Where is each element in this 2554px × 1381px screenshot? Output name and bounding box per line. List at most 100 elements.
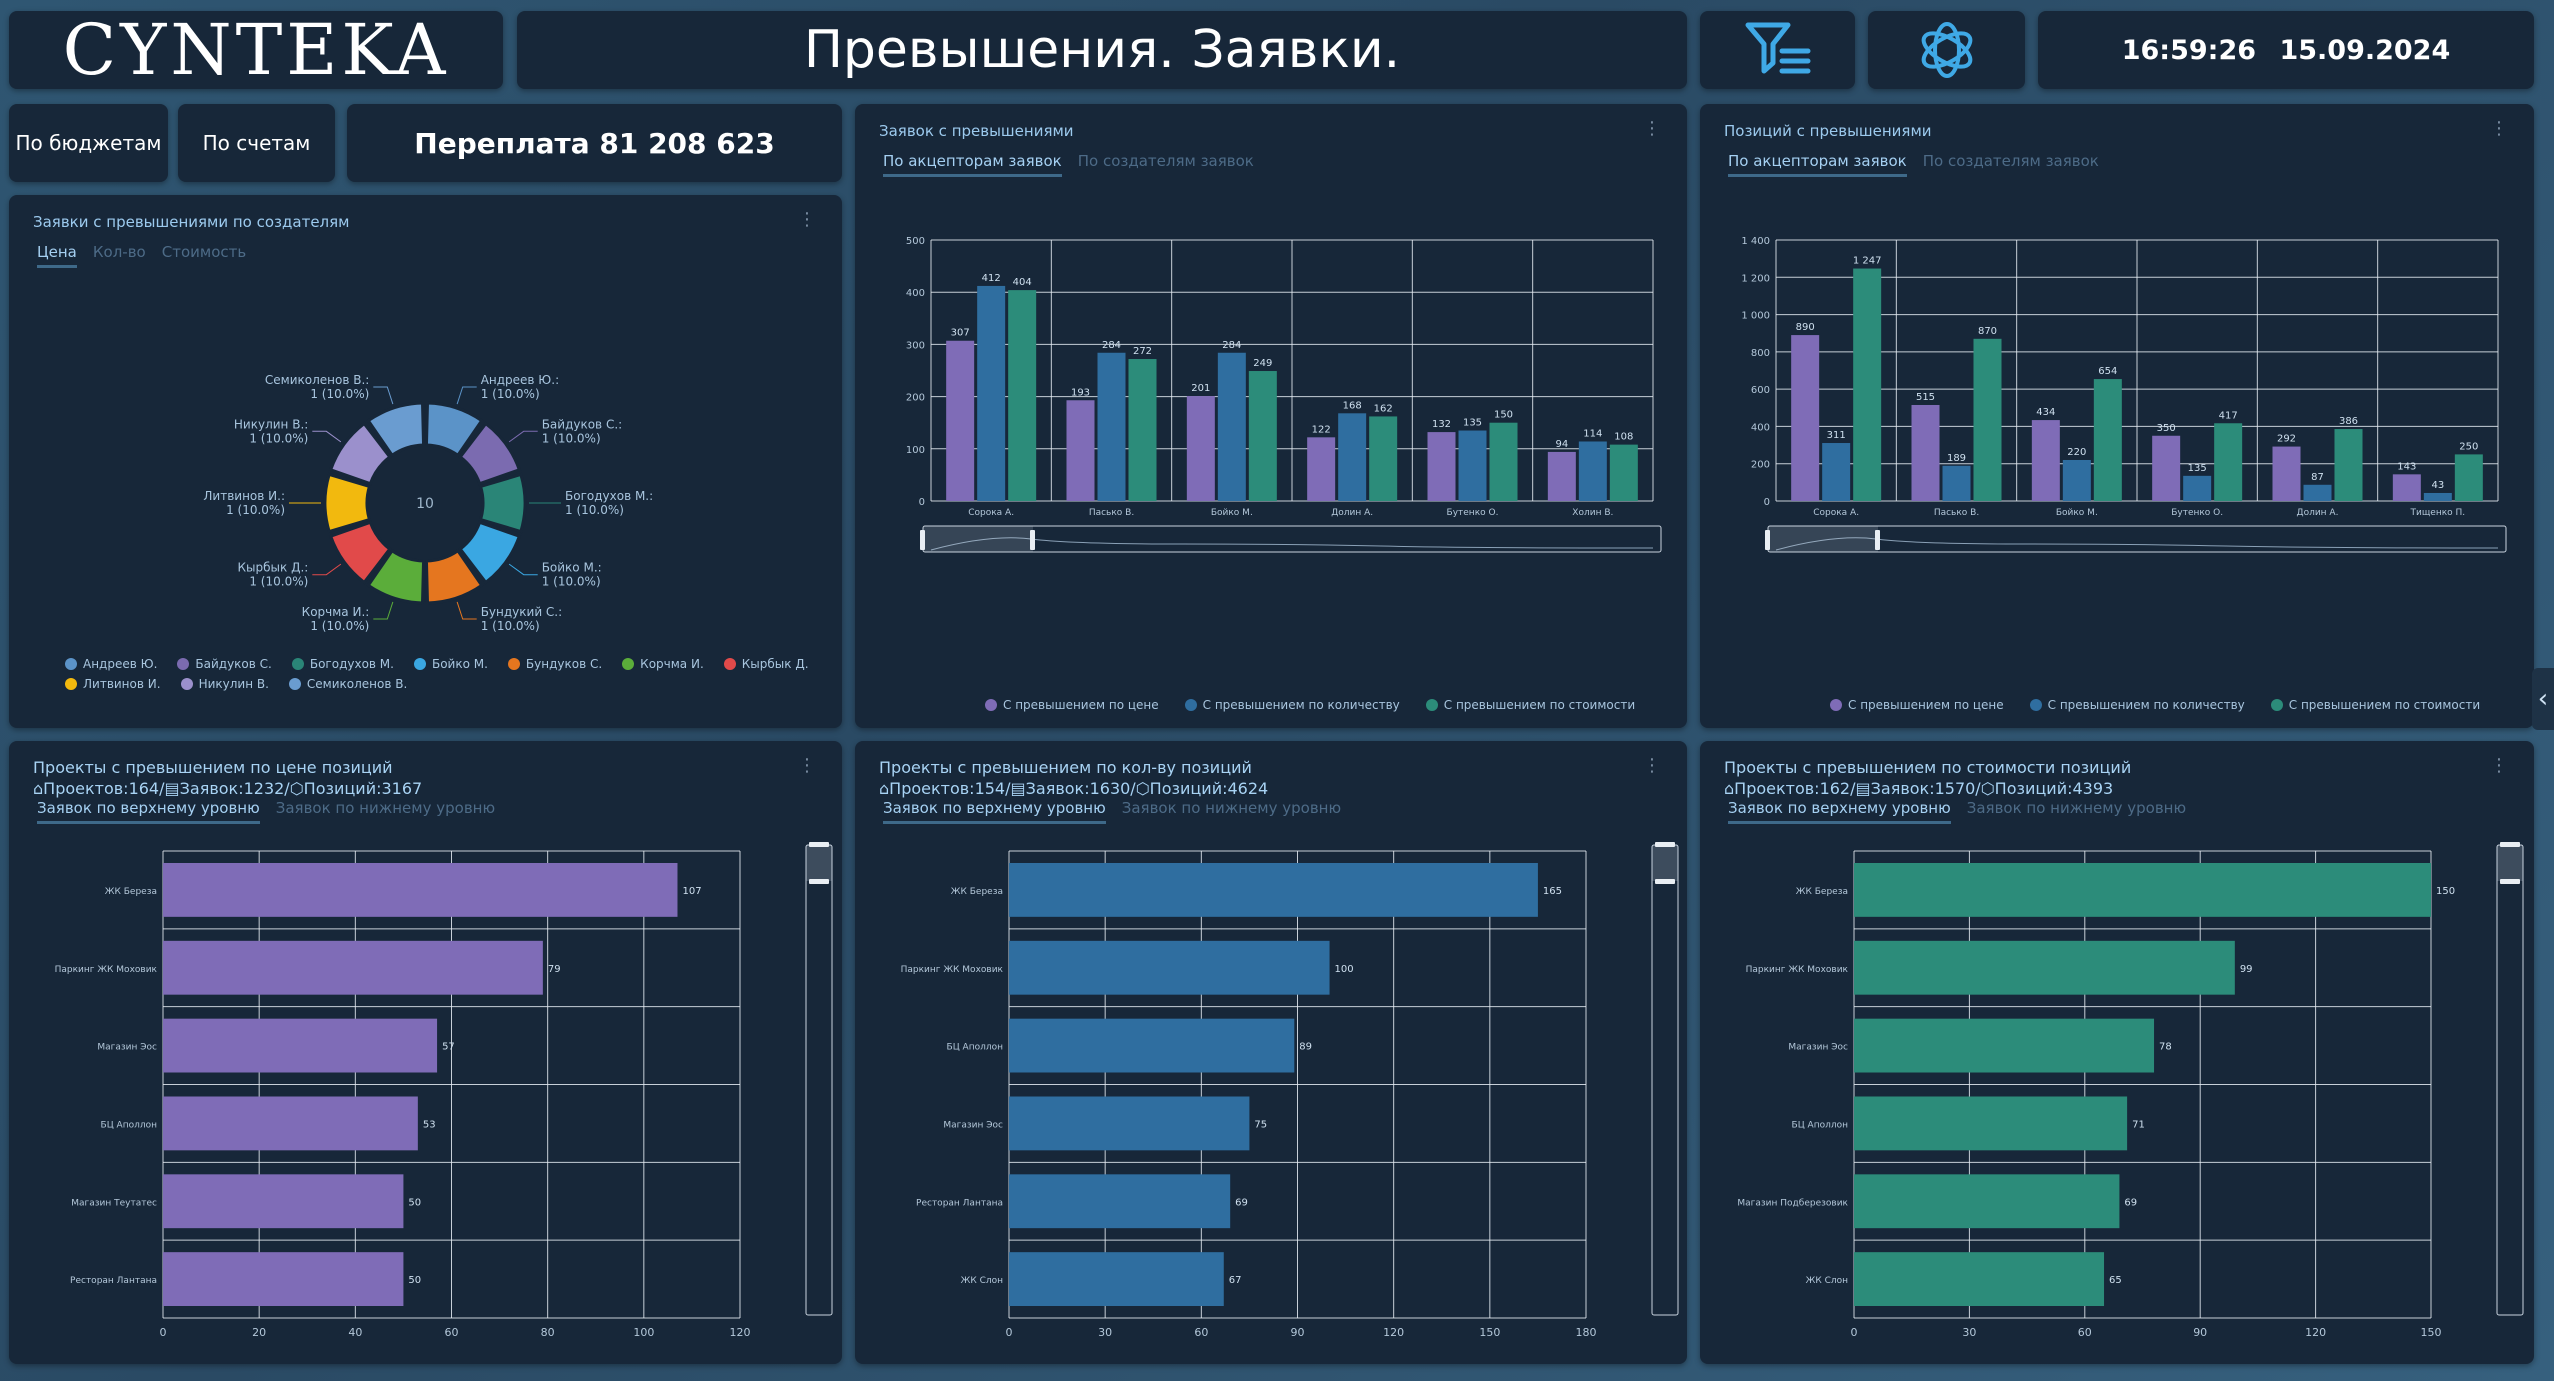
tab-cost[interactable]: Стоимость [161, 243, 247, 261]
x-tick-label: 0 [1006, 1326, 1013, 1339]
x-tick-label: 90 [1291, 1326, 1305, 1339]
bar-value-label: 89 [1299, 1042, 1312, 1053]
bar [1009, 1096, 1250, 1151]
x-tick-label: Долин А. [1331, 508, 1373, 518]
donut-label-name: Семиколенов В.: [265, 373, 369, 387]
tab-acceptors[interactable]: По акцепторам заявок [883, 152, 1062, 177]
tab-bottom-level[interactable]: Заявок по нижнему уровню [275, 799, 496, 817]
y-tick-label: 800 [1751, 348, 1770, 359]
bar-value-label: 434 [2036, 407, 2055, 418]
legend-item[interactable]: Андреев Ю. [65, 657, 157, 671]
more-icon[interactable]: ⋮ [1643, 118, 1661, 139]
bar [1854, 940, 2235, 995]
bar [1791, 335, 1820, 501]
legend-label: Богодухов М. [309, 657, 394, 671]
x-tick-label: 120 [1383, 1326, 1404, 1339]
y-tick-label: Паркинг ЖК Моховик [55, 965, 158, 975]
bar-value-label: 99 [2240, 964, 2253, 975]
legend-item[interactable]: Семиколенов В. [288, 677, 407, 691]
bar-value-label: 132 [1432, 419, 1451, 430]
budget-button[interactable]: По бюджетам [9, 104, 168, 182]
legend-item[interactable]: С превышением по цене [1830, 698, 2004, 712]
bar-value-label: 311 [1827, 430, 1846, 441]
more-icon[interactable]: ⋮ [798, 755, 816, 776]
donut-label-value: 1 (10.0%) [226, 503, 285, 517]
bar-value-label: 100 [1335, 964, 1354, 975]
legend-item[interactable]: С превышением по стоимости [1425, 698, 1635, 712]
legend-item[interactable]: С превышением по количеству [2029, 698, 2245, 712]
bar-value-label: 162 [1374, 403, 1393, 414]
y-tick-label: 1 000 [1741, 311, 1770, 322]
x-tick-label: Бутенко О. [1447, 508, 1499, 518]
donut-label-value: 1 (10.0%) [481, 619, 540, 633]
zoom-slider-handle-right [1030, 530, 1035, 550]
x-tick-label: Сорока А. [1813, 508, 1859, 518]
filter-button[interactable] [1700, 11, 1855, 89]
accounts-button[interactable]: По счетам [178, 104, 335, 182]
legend-item[interactable]: Байдуков С. [177, 657, 272, 671]
bar [1009, 1174, 1231, 1229]
more-icon[interactable]: ⋮ [2490, 755, 2508, 776]
bar-value-label: 79 [548, 964, 561, 975]
legend-item[interactable]: С превышением по стоимости [2270, 698, 2480, 712]
logo-panel: CYNTEKA [9, 9, 503, 91]
legend-item[interactable]: Богодухов М. [291, 657, 394, 671]
tab-creators[interactable]: По создателям заявок [1922, 152, 2099, 170]
x-tick-label: 120 [2305, 1326, 2326, 1339]
bar-value-label: 249 [1253, 358, 1272, 369]
tab-top-level[interactable]: Заявок по верхнему уровню [883, 799, 1106, 824]
tab-bottom-level[interactable]: Заявок по нижнему уровню [1966, 799, 2187, 817]
zoom-slider-handle-right [1875, 530, 1880, 550]
tab-bottom-level[interactable]: Заявок по нижнему уровню [1121, 799, 1342, 817]
tab-count[interactable]: Кол-во [92, 243, 146, 261]
projects-icon: ⌂ [879, 779, 890, 798]
bar-value-label: 107 [682, 886, 701, 897]
legend-item[interactable]: Никулин В. [180, 677, 269, 691]
legend-item[interactable]: Корчма И. [622, 657, 704, 671]
bar [1097, 352, 1126, 501]
tab-price[interactable]: Цена [37, 243, 77, 268]
bar [2423, 492, 2452, 501]
tab-top-level[interactable]: Заявок по верхнему уровню [1728, 799, 1951, 824]
donut-leader-line [312, 563, 342, 576]
legend-dot [1425, 699, 1438, 711]
more-icon[interactable]: ⋮ [798, 209, 816, 230]
bar-value-label: 143 [2397, 461, 2416, 472]
bar-value-label: 135 [1463, 418, 1482, 429]
bar-value-label: 67 [1229, 1275, 1242, 1286]
requests-tabs: По акцепторам заявок По создателям заяво… [883, 152, 1254, 177]
more-icon[interactable]: ⋮ [2490, 118, 2508, 139]
legend-item[interactable]: С превышением по количеству [1184, 698, 1400, 712]
vertical-slider-handle-top [809, 842, 829, 847]
donut-leader-line [456, 386, 477, 405]
legend-item[interactable]: Бундуков С. [507, 657, 602, 671]
legend-item[interactable]: С превышением по цене [985, 698, 1159, 712]
legend-label: Никулин В. [198, 677, 269, 691]
tab-top-level[interactable]: Заявок по верхнему уровню [37, 799, 260, 824]
vertical-slider-window [806, 845, 832, 881]
collapse-side-panel-icon[interactable]: ‹ [2532, 668, 2554, 730]
legend-item[interactable]: Кырбык Д. [723, 657, 809, 671]
more-icon[interactable]: ⋮ [1643, 755, 1661, 776]
legend-dot [1830, 699, 1842, 711]
ai-assistant-button[interactable] [1868, 11, 2025, 89]
x-tick-label: 60 [445, 1326, 459, 1339]
bar-value-label: 250 [2459, 441, 2478, 452]
donut-label-name: Литвинов И.: [203, 489, 285, 503]
bar-value-label: 272 [1133, 346, 1152, 357]
bar-value-label: 193 [1071, 387, 1090, 398]
tab-creators[interactable]: По создателям заявок [1077, 152, 1254, 170]
time: 16:59:26 [2121, 34, 2257, 66]
hbar-cost-chart: 0 30 60 90 120 150 150 ЖК Береза 99 Паркинг ЖК Мо… [1737, 842, 2524, 1339]
legend-item[interactable]: Литвинов И. [65, 677, 161, 691]
donut-center-value: 10 [416, 496, 434, 512]
donut-slice [478, 472, 527, 534]
donut-slice [328, 421, 392, 486]
bar [1942, 465, 1971, 501]
legend-item[interactable]: Бойко М. [413, 657, 488, 671]
tab-acceptors[interactable]: По акцепторам заявок [1728, 152, 1907, 177]
y-tick-label: БЦ Аполлон [1792, 1120, 1849, 1130]
title-text: Проекты с превышением по кол-ву позиций [879, 758, 1252, 777]
hbar-tabs: Заявок по верхнему уровню Заявок по нижн… [37, 799, 495, 824]
bar-value-label: 78 [2159, 1042, 2172, 1053]
